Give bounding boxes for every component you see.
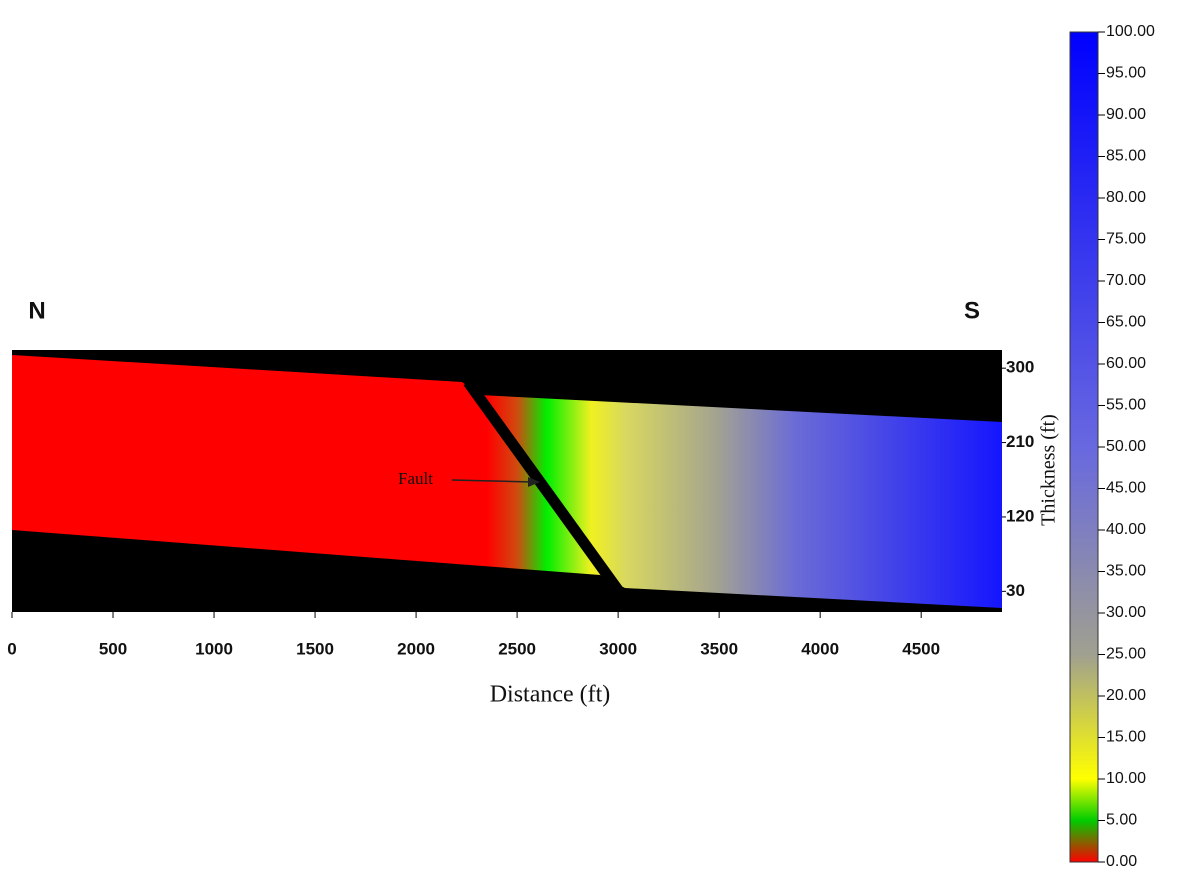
colorbar-tick-label: 5.00 [1106,812,1137,829]
x-tick-label: 4000 [801,639,839,658]
y-tick-label: 300 [1006,358,1034,377]
north-label: N [28,297,45,324]
colorbar-tick-label: 60.00 [1106,355,1146,372]
x-tick-label: 4500 [902,639,940,658]
x-tick-label: 0 [7,639,16,658]
y-tick-label: 30 [1006,581,1025,600]
x-tick-label: 2000 [397,639,435,658]
colorbar-tick-label: 20.00 [1106,687,1146,704]
colorbar-tick-label: 55.00 [1106,397,1146,414]
x-tick-label: 1500 [296,639,334,658]
colorbar-tick-label: 30.00 [1106,604,1146,621]
colorbar-tick-label: 80.00 [1106,189,1146,206]
colorbar-tick-label: 45.00 [1106,480,1146,497]
fault-arrow [451,479,533,483]
colorbar-tick-label: 25.00 [1106,646,1146,663]
x-tick-label: 500 [99,639,127,658]
south-label: S [964,297,980,324]
colorbar-tick-label: 85.00 [1106,148,1146,165]
colorbar-tick-label: 15.00 [1106,729,1146,746]
colorbar-tick-label: 95.00 [1106,65,1146,82]
colorbar-tick-label: 75.00 [1106,231,1146,248]
x-tick-label: 2500 [498,639,536,658]
colorbar-tick-label: 65.00 [1106,314,1146,331]
colorbar-tick-label: 35.00 [1106,563,1146,580]
y-tick-label: 120 [1006,506,1034,525]
y-tick-label: 210 [1006,432,1034,451]
colorbar-tick-label: 50.00 [1106,438,1146,455]
fault-line [463,378,623,594]
x-tick-label: 1000 [195,639,233,658]
fault-label: Fault [398,469,433,488]
x-tick-label: 3500 [700,639,738,658]
colorbar-label: Thickness (ft) [1038,414,1060,526]
colorbar-tick-label: 40.00 [1106,521,1146,538]
colorbar-tick-label: 70.00 [1106,272,1146,289]
colorbar-tick-label: 10.00 [1106,770,1146,787]
plot-area: Fault [12,350,1002,612]
colorbar-tick-label: 100.00 [1106,23,1155,40]
colorbar [1069,31,1099,863]
x-axis-label: Distance (ft) [490,682,611,708]
colorbar-tick-label: 0.00 [1106,853,1137,870]
colorbar-tick-label: 90.00 [1106,106,1146,123]
fault-arrowhead [528,477,540,487]
x-tick-label: 3000 [599,639,637,658]
